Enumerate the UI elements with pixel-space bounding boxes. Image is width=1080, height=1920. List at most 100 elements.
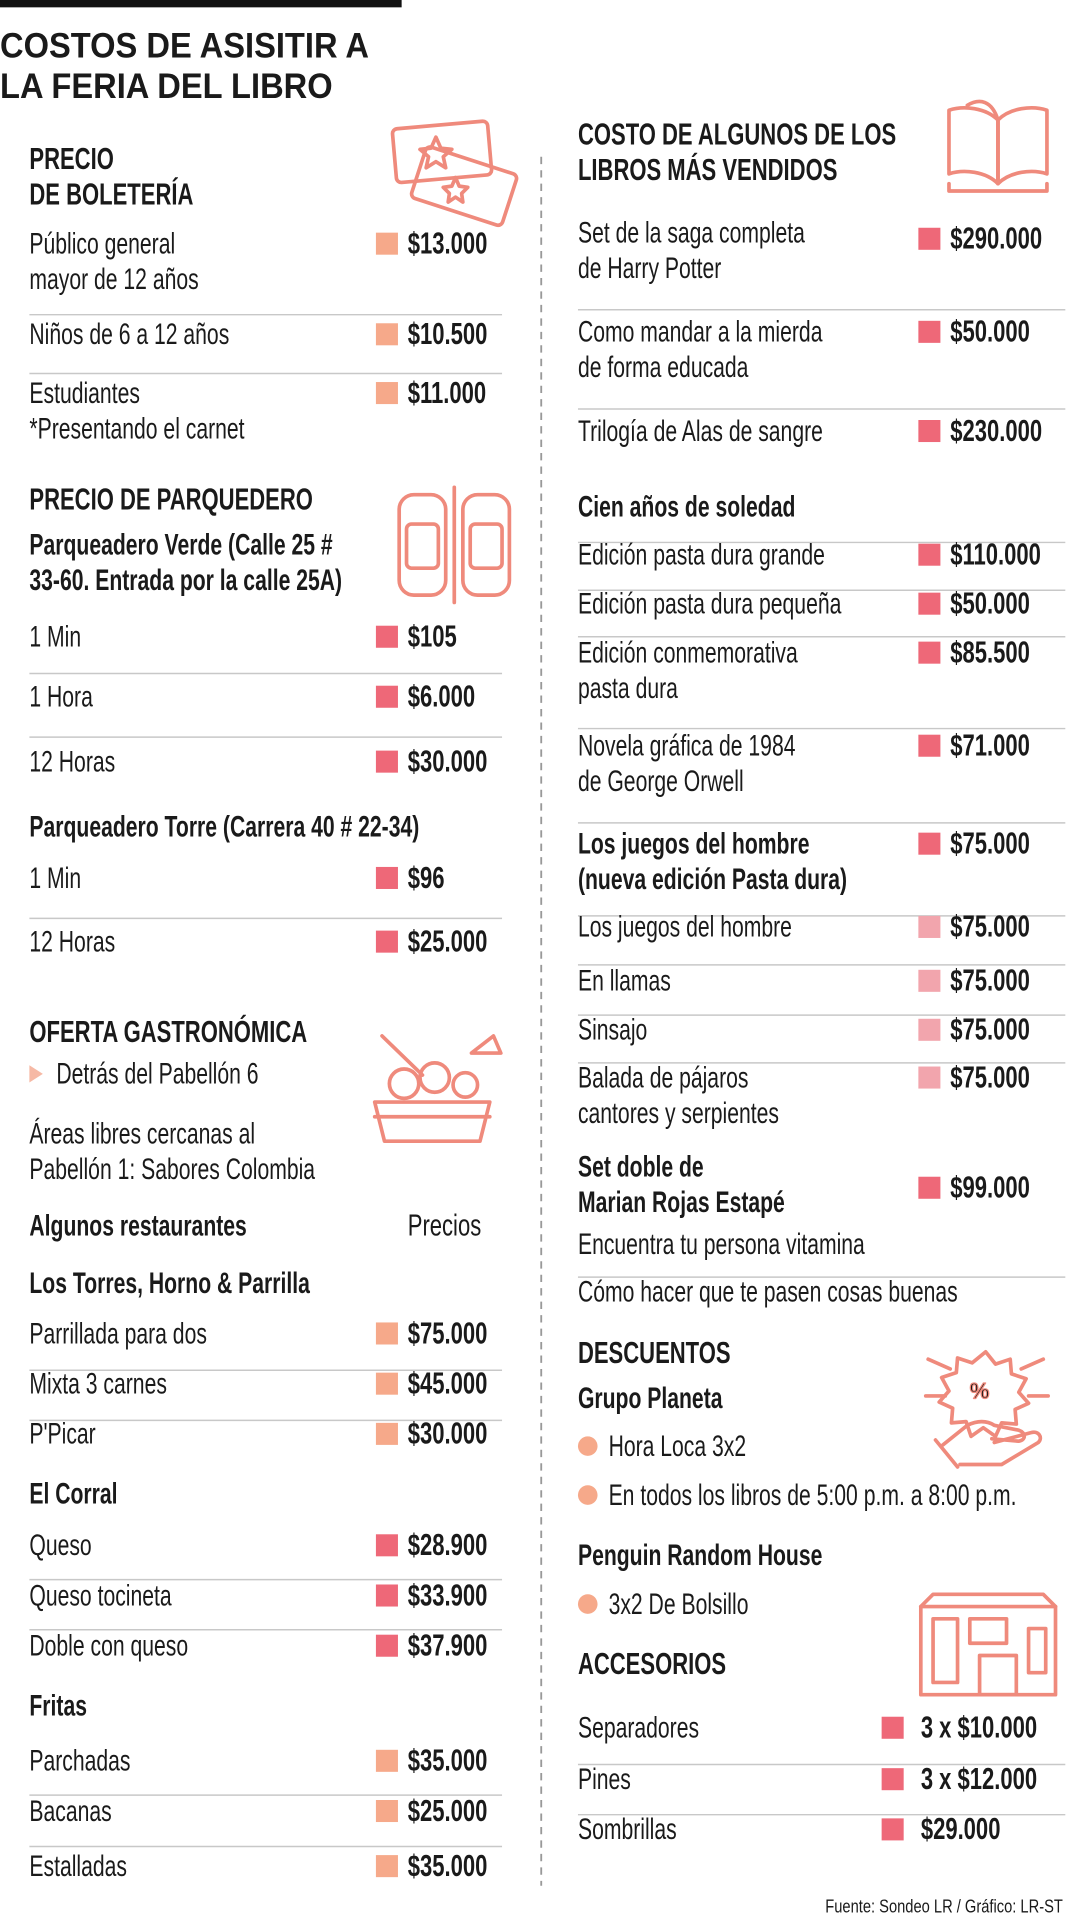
item-label: 1 Min <box>29 863 81 895</box>
subheading: Los Torres, Horno & Parrilla <box>29 1268 310 1300</box>
item-label: Encuentra tu persona vitamina <box>578 1229 865 1261</box>
food-icon <box>372 1034 503 1144</box>
bullet <box>577 1594 598 1614</box>
swatch <box>375 1322 398 1345</box>
subheading: Cien años de soledad <box>578 491 795 523</box>
item-label: P'Picar <box>29 1418 96 1450</box>
item-label: Edición pasta dura grande <box>578 539 825 571</box>
item-label: Parrillada para dos <box>29 1318 207 1350</box>
price: $75.000 <box>950 963 1030 997</box>
price: $290.000 <box>950 221 1042 255</box>
swatch <box>918 832 941 855</box>
item-label: Doble con queso <box>29 1630 188 1662</box>
price: $37.900 <box>408 1628 488 1662</box>
swatch <box>881 1768 904 1791</box>
price: $11.000 <box>408 375 486 409</box>
price: $75.000 <box>950 909 1030 943</box>
swatch <box>375 866 398 889</box>
price: $110.000 <box>950 537 1041 571</box>
swatch <box>375 625 398 648</box>
source-note: Fuente: Sondeo LR / Gráfico: LR-ST <box>825 1896 1063 1917</box>
item-label: Bacanas <box>29 1796 111 1828</box>
item-label: 3x2 De Bolsillo <box>609 1589 749 1621</box>
item-label: Estudiantes <box>29 378 140 410</box>
item-label: Niños de 6 a 12 años <box>29 319 229 351</box>
subheading: (nueva edición Pasta dura) <box>578 864 847 896</box>
item-label: 1 Min <box>29 621 81 653</box>
item-label: En todos los libros de 5:00 p.m. a 8:00 … <box>609 1480 1017 1512</box>
section-heading: PRECIO <box>29 141 113 175</box>
item-label: 1 Hora <box>29 681 93 713</box>
item-label: Público general <box>29 228 175 260</box>
subheading: Parqueadero Verde (Calle 25 # <box>29 529 332 561</box>
price: $29.000 <box>921 1812 1001 1846</box>
price: $30.000 <box>408 744 488 778</box>
discount-icon: % <box>923 1350 1050 1469</box>
price: $50.000 <box>950 314 1030 348</box>
price: $75.000 <box>950 826 1030 860</box>
item-label: pasta dura <box>578 673 679 705</box>
item-label: Sinsajo <box>578 1014 647 1046</box>
subheading: El Corral <box>29 1478 117 1510</box>
swatch <box>881 1716 904 1739</box>
item-label: de George Orwell <box>578 766 744 798</box>
item-label: Separadores <box>578 1712 699 1744</box>
swatch <box>375 232 398 255</box>
section-heading: PRECIO DE PARQUEDERO <box>29 482 313 516</box>
price: $33.900 <box>408 1578 488 1612</box>
item-label: Trilogía de Alas de sangre <box>578 416 823 448</box>
price: $25.000 <box>408 924 488 958</box>
price: $230.000 <box>950 413 1042 447</box>
swatch <box>918 734 941 757</box>
item-label: Parchadas <box>29 1745 130 1777</box>
item-label: de forma educada <box>578 352 749 384</box>
item-label: Set de la saga completa <box>578 217 806 249</box>
price: $30.000 <box>408 1416 488 1450</box>
swatch <box>375 382 398 405</box>
bullet <box>29 1065 43 1083</box>
swatch <box>375 1749 398 1772</box>
stand-icon <box>918 1592 1058 1697</box>
svg-text:%: % <box>970 1378 990 1403</box>
swatch <box>375 1372 398 1395</box>
price: $28.900 <box>408 1528 488 1562</box>
price: $99.000 <box>950 1170 1030 1204</box>
item-label: Pabellón 1: Sabores Colombia <box>29 1154 315 1186</box>
price: $105 <box>408 619 457 653</box>
price: $50.000 <box>950 586 1030 620</box>
swatch <box>375 323 398 346</box>
section-heading: LIBROS MÁS VENDIDOS <box>578 152 837 186</box>
price: $75.000 <box>950 1012 1030 1046</box>
book-icon <box>947 99 1049 193</box>
section-heading: DESCUENTOS <box>578 1335 731 1369</box>
bullet <box>577 1485 598 1505</box>
swatch <box>375 685 398 708</box>
item-label: *Presentando el carnet <box>29 413 244 445</box>
item-label: Edición conmemorativa <box>578 637 798 669</box>
item-label: Cómo hacer que te pasen cosas buenas <box>578 1276 958 1308</box>
price: $35.000 <box>408 1848 488 1882</box>
subheading: Marian Rojas Estapé <box>578 1187 785 1219</box>
swatch <box>375 1584 398 1607</box>
swatch <box>918 320 941 343</box>
price: 3 x $12.000 <box>921 1761 1037 1795</box>
item-label: Estalladas <box>29 1851 127 1883</box>
item-label: Detrás del Pabellón 6 <box>56 1058 258 1090</box>
item-label: Pines <box>578 1764 631 1796</box>
section-heading: OFERTA GASTRONÓMICA <box>29 1014 307 1048</box>
bullet <box>577 1436 598 1456</box>
item-label: Balada de pájaros <box>578 1062 748 1094</box>
swatch <box>918 543 941 566</box>
swatch <box>881 1818 904 1841</box>
price: $10.500 <box>408 317 488 351</box>
item-label: Como mandar a la mierda <box>578 316 823 348</box>
price: $13.000 <box>408 226 488 260</box>
item-label: Mixta 3 carnes <box>29 1368 167 1400</box>
swatch <box>918 420 941 443</box>
swatch <box>375 930 398 953</box>
swatch <box>918 227 941 250</box>
price: $25.000 <box>408 1793 488 1827</box>
swatch <box>375 1534 398 1557</box>
subheading: Algunos restaurantes <box>29 1210 246 1242</box>
